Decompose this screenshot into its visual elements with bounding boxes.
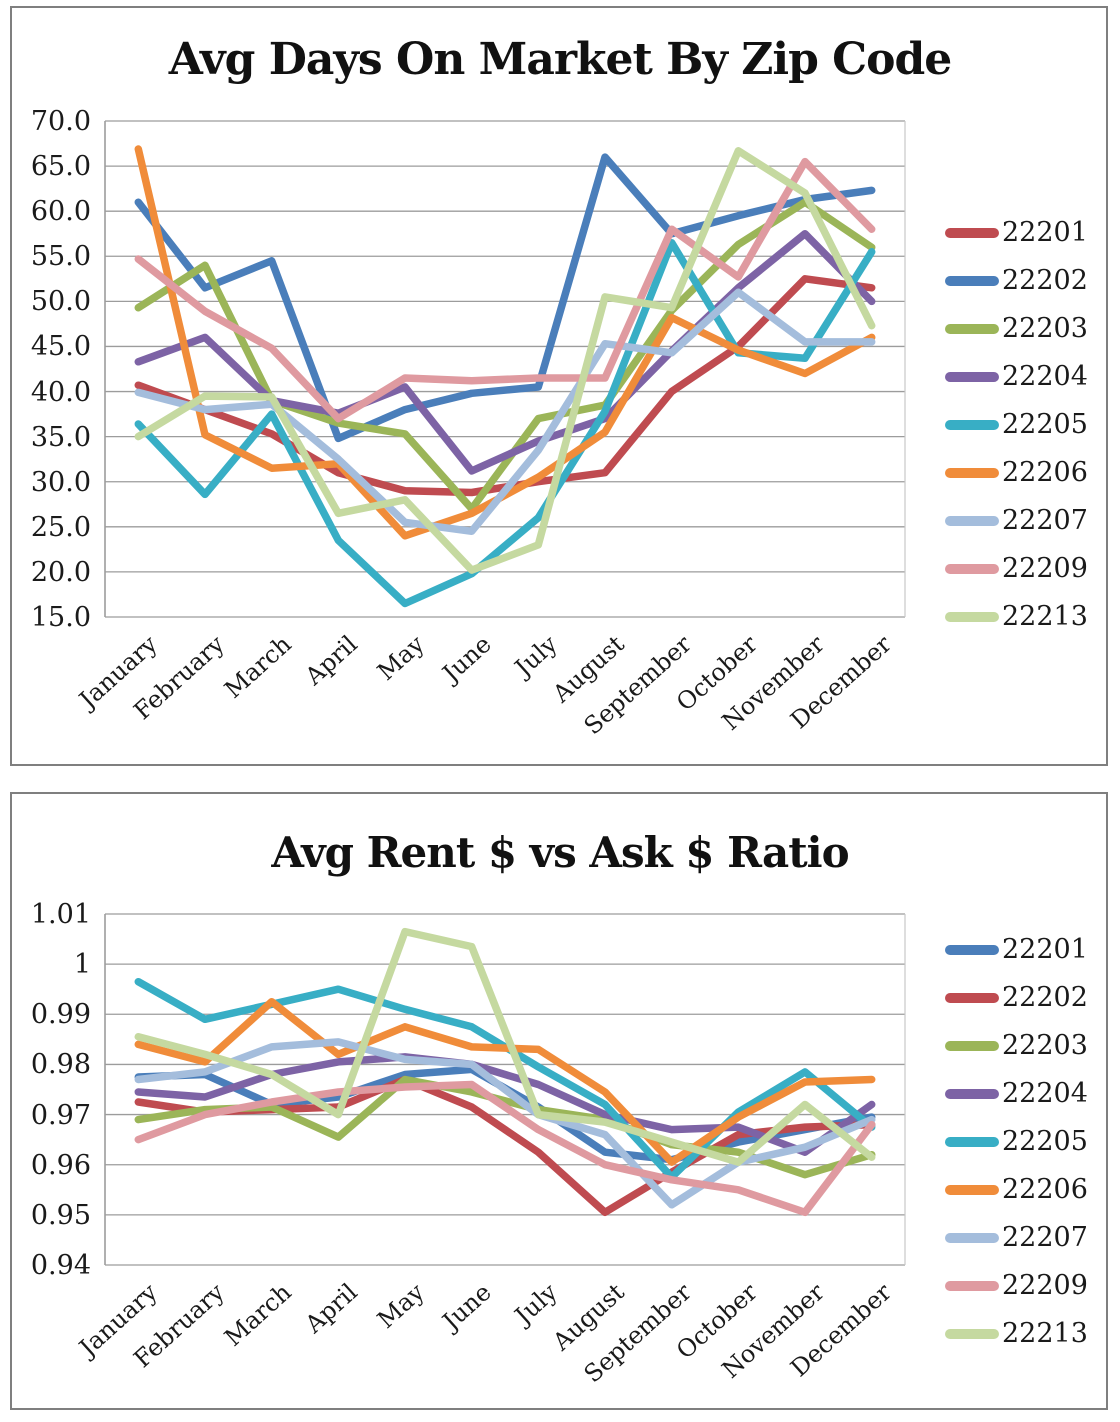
y-tick-label: 55.0: [30, 241, 91, 273]
legend-swatch-22213: [945, 612, 999, 622]
y-tick-label: 25.0: [30, 511, 91, 543]
legend-label-22205: 22205: [1002, 409, 1088, 440]
legend-swatch-22207: [945, 1233, 999, 1243]
legend-swatch-22206: [945, 1185, 999, 1195]
legend-label-22201: 22201: [1002, 217, 1088, 248]
y-tick-label: 0.96: [30, 1149, 91, 1181]
y-tick-label: 0.98: [30, 1049, 91, 1081]
legend-swatch-22202: [945, 276, 999, 286]
y-tick-label: 45.0: [30, 331, 91, 363]
rent-ask-ratio-chart-title: Avg Rent $ vs Ask $ Ratio: [271, 828, 849, 877]
legend-swatch-22205: [945, 1137, 999, 1147]
legend-label-22207: 22207: [1002, 505, 1088, 536]
y-tick-label: 0.94: [30, 1250, 91, 1281]
legend-label-22213: 22213: [1002, 601, 1088, 632]
legend-label-22209: 22209: [1002, 1270, 1088, 1301]
legend-label-22204: 22204: [1002, 361, 1088, 392]
legend-label-22209: 22209: [1002, 553, 1088, 584]
legend-swatch-22205: [945, 420, 999, 430]
legend-label-22205: 22205: [1002, 1126, 1088, 1157]
y-tick-label: 50.0: [30, 286, 91, 318]
legend-swatch-22206: [945, 468, 999, 478]
legend-label-22201: 22201: [1002, 934, 1088, 965]
legend-swatch-22203: [945, 324, 999, 334]
legend-label-22203: 22203: [1002, 1030, 1088, 1061]
y-tick-label: 20.0: [30, 556, 91, 588]
legend-label-22207: 22207: [1002, 1222, 1088, 1253]
y-tick-label: 65.0: [30, 151, 91, 183]
y-tick-label: 0.99: [30, 999, 91, 1031]
days-on-market-chart-title: Avg Days On Market By Zip Code: [168, 34, 953, 85]
legend-label-22213: 22213: [1002, 1318, 1088, 1349]
legend-swatch-22204: [945, 372, 999, 382]
legend-label-22206: 22206: [1002, 457, 1088, 488]
legend-label-22202: 22202: [1002, 265, 1088, 296]
y-tick-label: 1.01: [30, 899, 91, 930]
y-tick-label: 1: [73, 949, 91, 981]
legend-swatch-22209: [945, 564, 999, 574]
legend-label-22202: 22202: [1002, 982, 1088, 1013]
legend-swatch-22202: [945, 993, 999, 1003]
legend-label-22204: 22204: [1002, 1078, 1088, 1109]
legend-swatch-22213: [945, 1329, 999, 1339]
y-tick-label: 60.0: [30, 196, 91, 228]
y-tick-label: 35.0: [30, 421, 91, 453]
y-tick-label: 40.0: [30, 376, 91, 408]
y-tick-label: 30.0: [30, 466, 91, 498]
legend-swatch-22203: [945, 1041, 999, 1051]
legend-swatch-22207: [945, 516, 999, 526]
legend-swatch-22204: [945, 1089, 999, 1099]
y-tick-label: 0.95: [30, 1199, 91, 1231]
legend-swatch-22201: [945, 945, 999, 955]
y-tick-label: 70.0: [30, 106, 91, 137]
legend-swatch-22201: [945, 228, 999, 238]
legend-label-22203: 22203: [1002, 313, 1088, 344]
y-tick-label: 15.0: [30, 602, 91, 633]
legend-label-22206: 22206: [1002, 1174, 1088, 1205]
legend-swatch-22209: [945, 1281, 999, 1291]
y-tick-label: 0.97: [30, 1099, 91, 1131]
